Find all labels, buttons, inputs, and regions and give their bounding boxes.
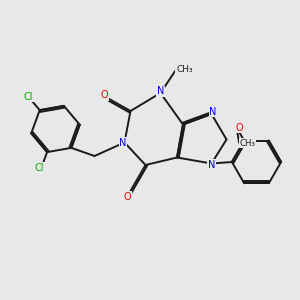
Text: N: N	[119, 137, 127, 148]
Text: N: N	[157, 86, 164, 97]
Text: CH₃: CH₃	[239, 139, 256, 148]
Text: N: N	[208, 160, 215, 170]
Text: O: O	[124, 191, 131, 202]
Text: O: O	[100, 90, 108, 100]
Text: Cl: Cl	[23, 92, 33, 102]
Text: Cl: Cl	[34, 163, 44, 173]
Text: O: O	[236, 123, 244, 133]
Text: N: N	[209, 106, 217, 117]
Text: CH₃: CH₃	[176, 64, 193, 74]
